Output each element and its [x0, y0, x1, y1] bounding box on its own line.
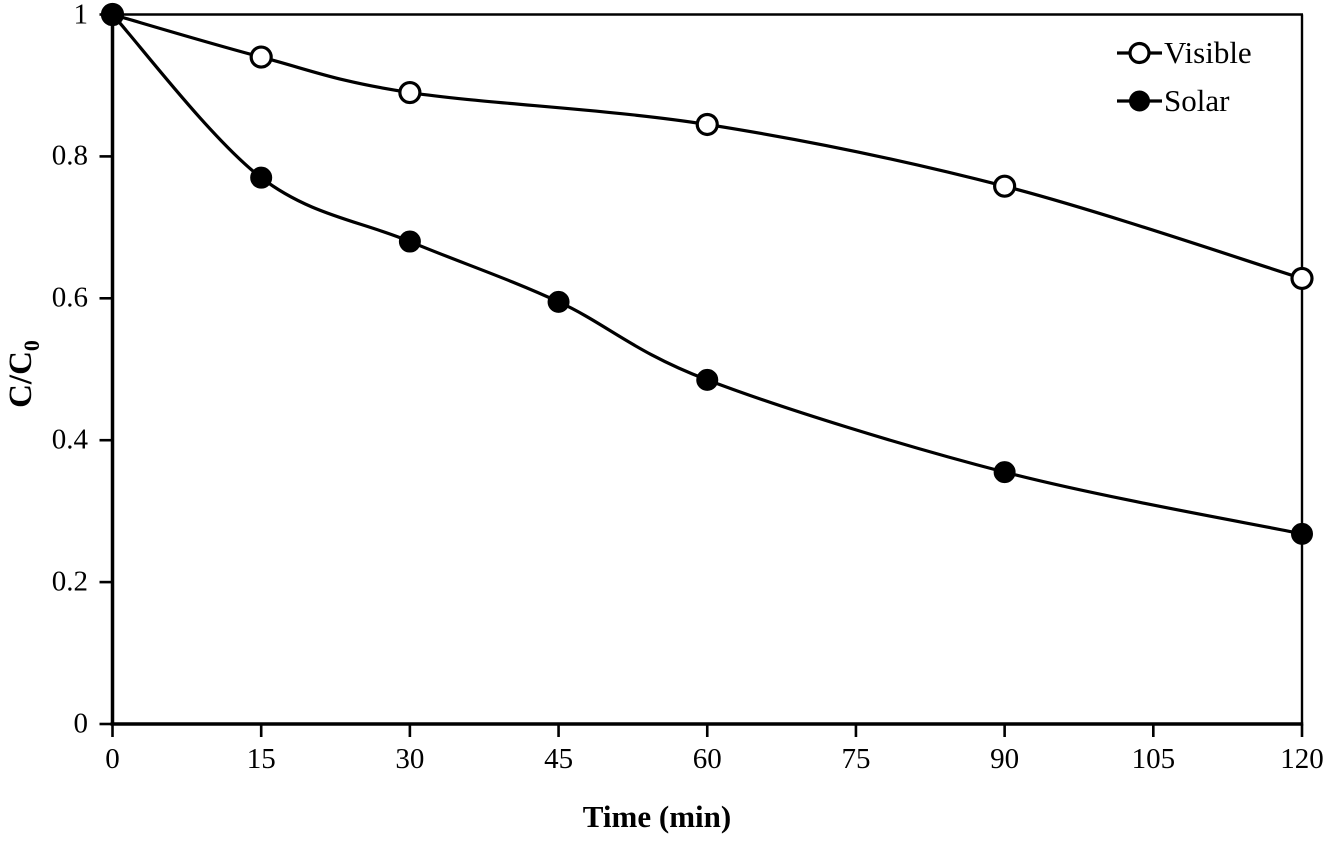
x-axis-title: Time (min) — [582, 799, 732, 834]
series-solar-marker — [250, 166, 273, 189]
x-tick-label: 30 — [395, 743, 425, 775]
legend-item-solar: Solar — [1116, 81, 1252, 120]
series-solar-marker — [696, 368, 719, 391]
x-tick-label: 90 — [990, 743, 1020, 775]
legend-item-visible: Visible — [1116, 33, 1252, 72]
filled-circle-icon — [1117, 90, 1162, 111]
y-tick-label: 0.8 — [51, 139, 88, 172]
x-tick-label: 120 — [1280, 743, 1324, 775]
series-solar-marker — [993, 461, 1016, 484]
y-axis-title-text: C/C — [3, 351, 40, 408]
y-axis-title: C/C0 — [3, 340, 44, 408]
series-solar-marker — [398, 230, 421, 253]
x-tick-label: 45 — [544, 743, 574, 775]
series-visible-marker — [695, 112, 719, 137]
y-tick-label: 0.2 — [51, 565, 88, 598]
series-visible-marker — [249, 45, 273, 69]
legend-label: Visible — [1164, 35, 1252, 70]
x-tick-label: 75 — [841, 743, 871, 775]
y-tick-label: 0.6 — [51, 281, 88, 314]
series-visible-marker — [993, 174, 1017, 198]
series-visible-marker — [398, 80, 422, 105]
y-tick-label: 0 — [73, 707, 89, 740]
x-tick-label: 105 — [1131, 743, 1176, 775]
series-solar-marker — [101, 3, 124, 26]
series-solar-marker — [1291, 522, 1313, 545]
open-circle-icon — [1117, 41, 1162, 64]
x-tick-label: 15 — [246, 743, 276, 775]
legend-label: Solar — [1164, 83, 1230, 118]
x-tick-label: 0 — [105, 743, 120, 775]
y-axis-title-subscript: 0 — [18, 340, 44, 352]
y-tick-label: 1 — [73, 0, 89, 30]
y-tick-label: 0.4 — [51, 423, 88, 456]
legend: Visible Solar — [1116, 33, 1252, 120]
x-tick-label: 60 — [692, 743, 722, 775]
series-solar-marker — [547, 290, 570, 313]
series-visible-marker — [1290, 266, 1314, 291]
